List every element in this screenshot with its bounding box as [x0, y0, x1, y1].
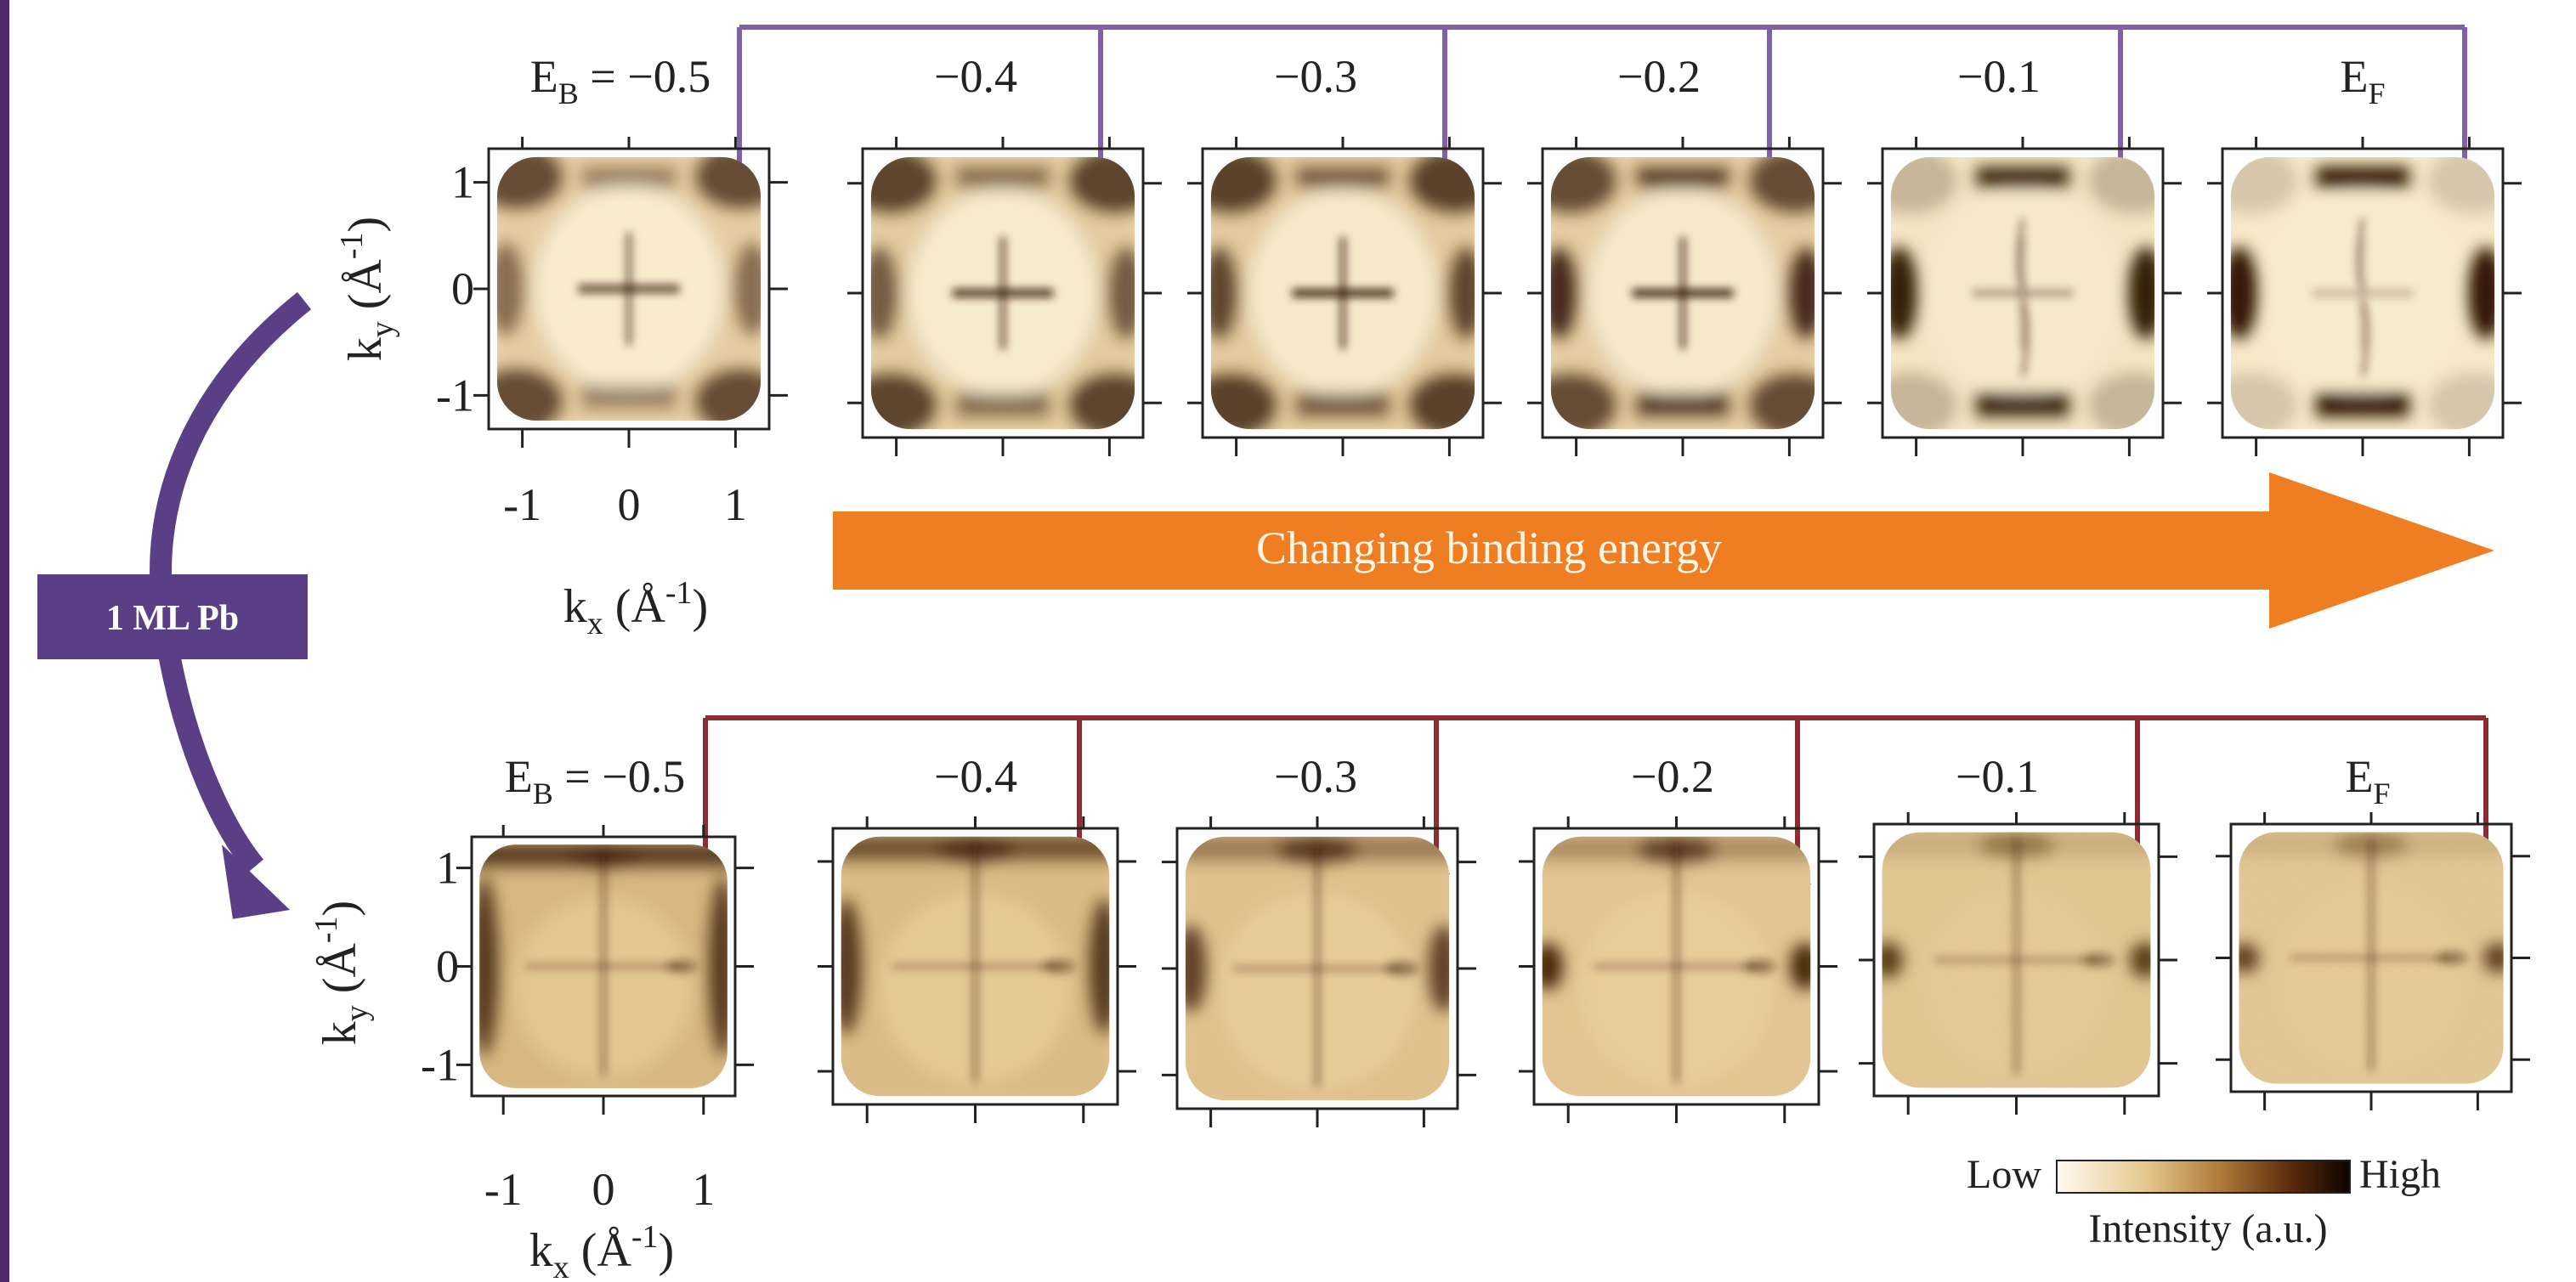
x-tick-label: 1: [692, 1164, 715, 1215]
intensity-map: [1523, 147, 1843, 438]
intensity-map: [1531, 828, 1822, 1104]
intensity-map: [2203, 147, 2522, 438]
panel-energy-label: EF: [2340, 51, 2385, 110]
y-axis-title-top: ky (Å-1): [334, 217, 400, 361]
intensity-map: [469, 837, 738, 1096]
left-accent-bar: [0, 0, 9, 1282]
panel-energy-label: −0.3: [1274, 51, 1357, 102]
x-axis-title-top: kx (Å-1): [563, 575, 708, 641]
bottom-panel-3: −0.3: [1162, 751, 1476, 1127]
bottom-panel-6: EF: [2216, 751, 2530, 1110]
intensity-map: [843, 147, 1163, 438]
banner-label: Changing binding energy: [1256, 522, 1722, 573]
intensity-map: [469, 143, 789, 434]
top-panel-2: −0.4: [843, 51, 1163, 456]
panel-energy-label: −0.2: [1617, 51, 1701, 102]
intensity-map: [1183, 147, 1503, 438]
panel-energy-label: −0.4: [934, 751, 1017, 802]
y-tick-label: 0: [436, 941, 459, 992]
colorbar-title: Intensity (a.u.): [2088, 1206, 2327, 1251]
bottom-panel-1: EB = −0.5: [456, 751, 754, 1115]
bottom-panel-5: −0.1: [1859, 751, 2177, 1115]
panel-energy-label: EB = −0.5: [530, 51, 711, 110]
x-axis-title-bottom: kx (Å-1): [529, 1219, 674, 1282]
y-tick-label: -1: [436, 370, 474, 421]
intensity-map: [2228, 824, 2514, 1092]
x-tick-label: 1: [724, 479, 747, 530]
deposition-arrow: 1 ML Pb: [37, 301, 308, 927]
bottom-panel-4: −0.2: [1519, 751, 1837, 1123]
x-tick-label: 0: [592, 1164, 615, 1215]
bottom-row-panels: EB = −0.5 −0.4 −0.3 −0.2 −0.1 EF: [456, 751, 2530, 1127]
side-label: 1 ML Pb: [106, 599, 239, 638]
top-panel-5: −0.1: [1863, 51, 2183, 456]
panel-energy-label: −0.3: [1274, 751, 1357, 802]
x-tick-label: 0: [618, 479, 641, 530]
intensity-map: [1175, 828, 1461, 1109]
top-panel-6: EF: [2203, 51, 2522, 456]
panel-energy-label: EB = −0.5: [505, 751, 685, 810]
x-tick-label: -1: [484, 1164, 523, 1215]
panel-energy-label: −0.2: [1631, 751, 1714, 802]
top-panel-3: −0.3: [1183, 51, 1503, 456]
binding-energy-arrow: Changing binding energy: [833, 472, 2494, 629]
panel-energy-label: EF: [2345, 751, 2390, 810]
top-row-panels: EB = −0.5 −0.4 −0.3 −0.2 −0.1 EF: [469, 51, 2522, 456]
x-tick-label: -1: [503, 479, 541, 530]
y-axis-title-bottom: ky (Å-1): [309, 901, 375, 1045]
colorbar-gradient: [2057, 1161, 2350, 1193]
bottom-panel-2: −0.4: [818, 751, 1136, 1123]
colorbar-high-label: High: [2359, 1152, 2441, 1197]
y-tick-label: 1: [451, 157, 474, 208]
panel-energy-label: −0.4: [934, 51, 1017, 102]
intensity-map: [830, 828, 1121, 1104]
intensity-map: [1863, 147, 2183, 438]
panel-energy-label: −0.1: [1957, 51, 2041, 102]
y-tick-label: 0: [451, 263, 474, 314]
top-panel-4: −0.2: [1523, 51, 1843, 456]
panel-energy-label: −0.1: [1956, 751, 2039, 802]
y-tick-label: -1: [421, 1039, 459, 1090]
colorbar: Low High Intensity (a.u.): [1967, 1152, 2441, 1251]
y-tick-label: 1: [436, 843, 459, 894]
intensity-map: [1871, 824, 2161, 1096]
colorbar-low-label: Low: [1967, 1152, 2041, 1197]
